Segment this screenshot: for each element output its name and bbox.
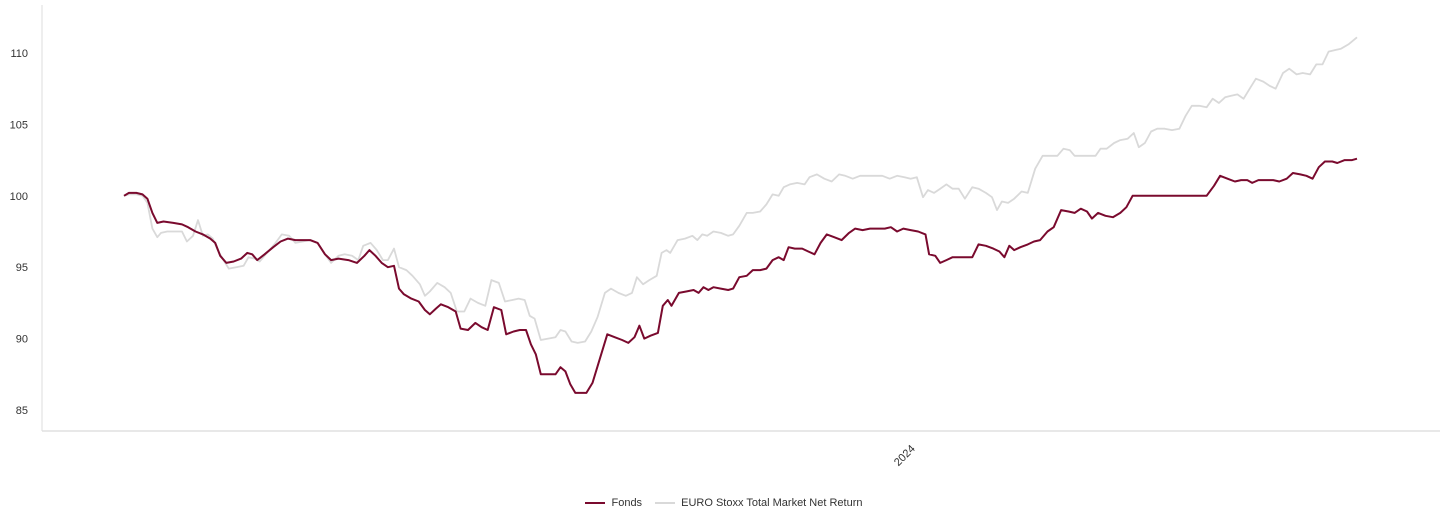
- legend-swatch-benchmark: [655, 502, 676, 504]
- y-tick-label: 95: [16, 262, 28, 274]
- chart-legend: Fonds EURO Stoxx Total Market Net Return: [0, 495, 1448, 509]
- legend-label-benchmark: EURO Stoxx Total Market Net Return: [681, 497, 863, 509]
- x-tick-labels: 2024: [892, 443, 918, 469]
- series-line-benchmark: [123, 36, 1358, 344]
- y-tick-label: 85: [16, 405, 28, 417]
- legend-swatch-fonds: [585, 502, 606, 504]
- series-line-fonds: [123, 157, 1358, 394]
- x-tick-label: 2024: [892, 443, 918, 469]
- y-tick-label: 100: [10, 191, 28, 203]
- line-chart: 85 90 95 100 105 110 2024: [10, 5, 1440, 469]
- chart-axes: [41, 5, 1440, 432]
- series-lines: [123, 36, 1358, 394]
- y-tick-label: 90: [16, 334, 28, 346]
- legend-item-benchmark[interactable]: EURO Stoxx Total Market Net Return: [655, 497, 863, 509]
- y-tick-labels: 85 90 95 100 105 110: [10, 48, 28, 417]
- legend-label-fonds: Fonds: [611, 497, 643, 509]
- y-tick-label: 105: [10, 119, 28, 131]
- legend-item-fonds[interactable]: Fonds: [585, 497, 642, 509]
- y-tick-label: 110: [10, 48, 28, 60]
